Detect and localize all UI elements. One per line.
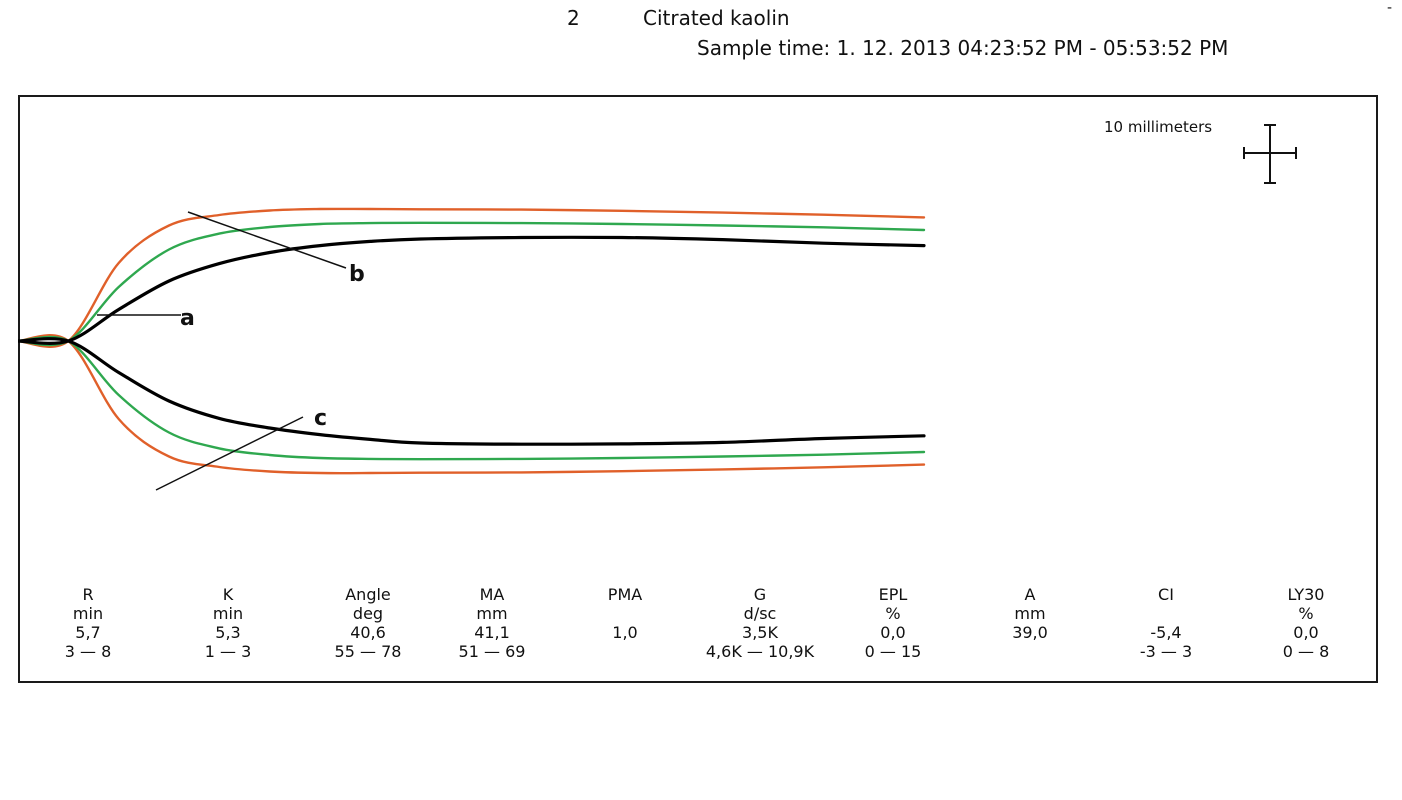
param-value: 5,3 — [215, 623, 241, 642]
sample-time: Sample time: 1. 12. 2013 04:23:52 PM - 0… — [697, 36, 1229, 60]
param-unit: mm — [476, 604, 508, 623]
param-value: 0,0 — [1293, 623, 1319, 642]
param-unit — [555, 604, 695, 623]
param-value: 1,0 — [612, 623, 638, 642]
param-value: 5,7 — [75, 623, 101, 642]
param-range — [960, 642, 1100, 661]
callout-leaders — [97, 211, 347, 491]
param-name: G — [753, 585, 767, 604]
param-range — [555, 642, 695, 661]
curve-3-upper — [18, 207, 926, 348]
param-unit: mm — [1014, 604, 1046, 623]
param-range: 1 — 3 — [204, 642, 252, 661]
curve-3-lower — [18, 334, 926, 475]
param-name: CI — [1158, 585, 1174, 604]
curve-2-lower — [18, 335, 926, 461]
leader-c — [155, 416, 304, 491]
corner-mark: - — [1387, 0, 1393, 16]
param-value: 3,5K — [742, 623, 778, 642]
param-unit — [1096, 604, 1236, 623]
param-range: 51 — 69 — [458, 642, 526, 661]
param-name: A — [1024, 585, 1036, 604]
param-angle: Angle deg 40,6 55 — 78 — [298, 585, 438, 661]
curve-1-upper — [18, 235, 926, 345]
curve-1-lower — [18, 337, 926, 446]
param-value: -5,4 — [1150, 623, 1182, 642]
param-name: LY30 — [1287, 585, 1325, 604]
param-name: K — [222, 585, 234, 604]
param-unit: deg — [352, 604, 384, 623]
param-value: 39,0 — [1012, 623, 1048, 642]
param-range: 4,6K — 10,9K — [705, 642, 815, 661]
leader-b — [187, 211, 347, 269]
param-name: Angle — [345, 585, 391, 604]
callout-c: c — [314, 406, 328, 431]
param-unit: % — [1298, 604, 1314, 623]
scale-bar-icon — [1243, 124, 1297, 184]
param-ci: CI -5,4 -3 — 3 — [1096, 585, 1236, 661]
param-range: 0 — 8 — [1282, 642, 1330, 661]
param-pma: PMA 1,0 — [555, 585, 695, 661]
param-name: R — [82, 585, 94, 604]
param-name: PMA — [607, 585, 643, 604]
curve-2-upper — [18, 221, 926, 347]
param-range: 0 — 15 — [864, 642, 922, 661]
param-value: 0,0 — [880, 623, 906, 642]
teg-curves — [18, 207, 926, 475]
param-unit: min — [72, 604, 104, 623]
param-unit: min — [212, 604, 244, 623]
param-name: MA — [479, 585, 505, 604]
param-ma: MA mm 41,1 51 — 69 — [422, 585, 562, 661]
sample-number: 2 — [567, 6, 580, 30]
param-value: 40,6 — [350, 623, 386, 642]
param-epl: EPL% 0,0 0 — 15 — [823, 585, 963, 661]
param-range: -3 — 3 — [1139, 642, 1193, 661]
callout-a: a — [180, 306, 195, 331]
param-ly30: LY30% 0,0 0 — 8 — [1236, 585, 1376, 661]
param-name: EPL — [878, 585, 908, 604]
chart-frame — [18, 95, 1378, 683]
param-value: 41,1 — [474, 623, 510, 642]
teg-tracing-chart — [18, 124, 1297, 491]
param-range: 3 — 8 — [64, 642, 112, 661]
sample-type: Citrated kaolin — [643, 6, 790, 30]
param-unit: % — [885, 604, 901, 623]
scale-label: 10 millimeters — [1104, 118, 1213, 136]
param-range: 55 — 78 — [334, 642, 402, 661]
param-unit: d/sc — [743, 604, 777, 623]
callout-b: b — [349, 262, 365, 287]
